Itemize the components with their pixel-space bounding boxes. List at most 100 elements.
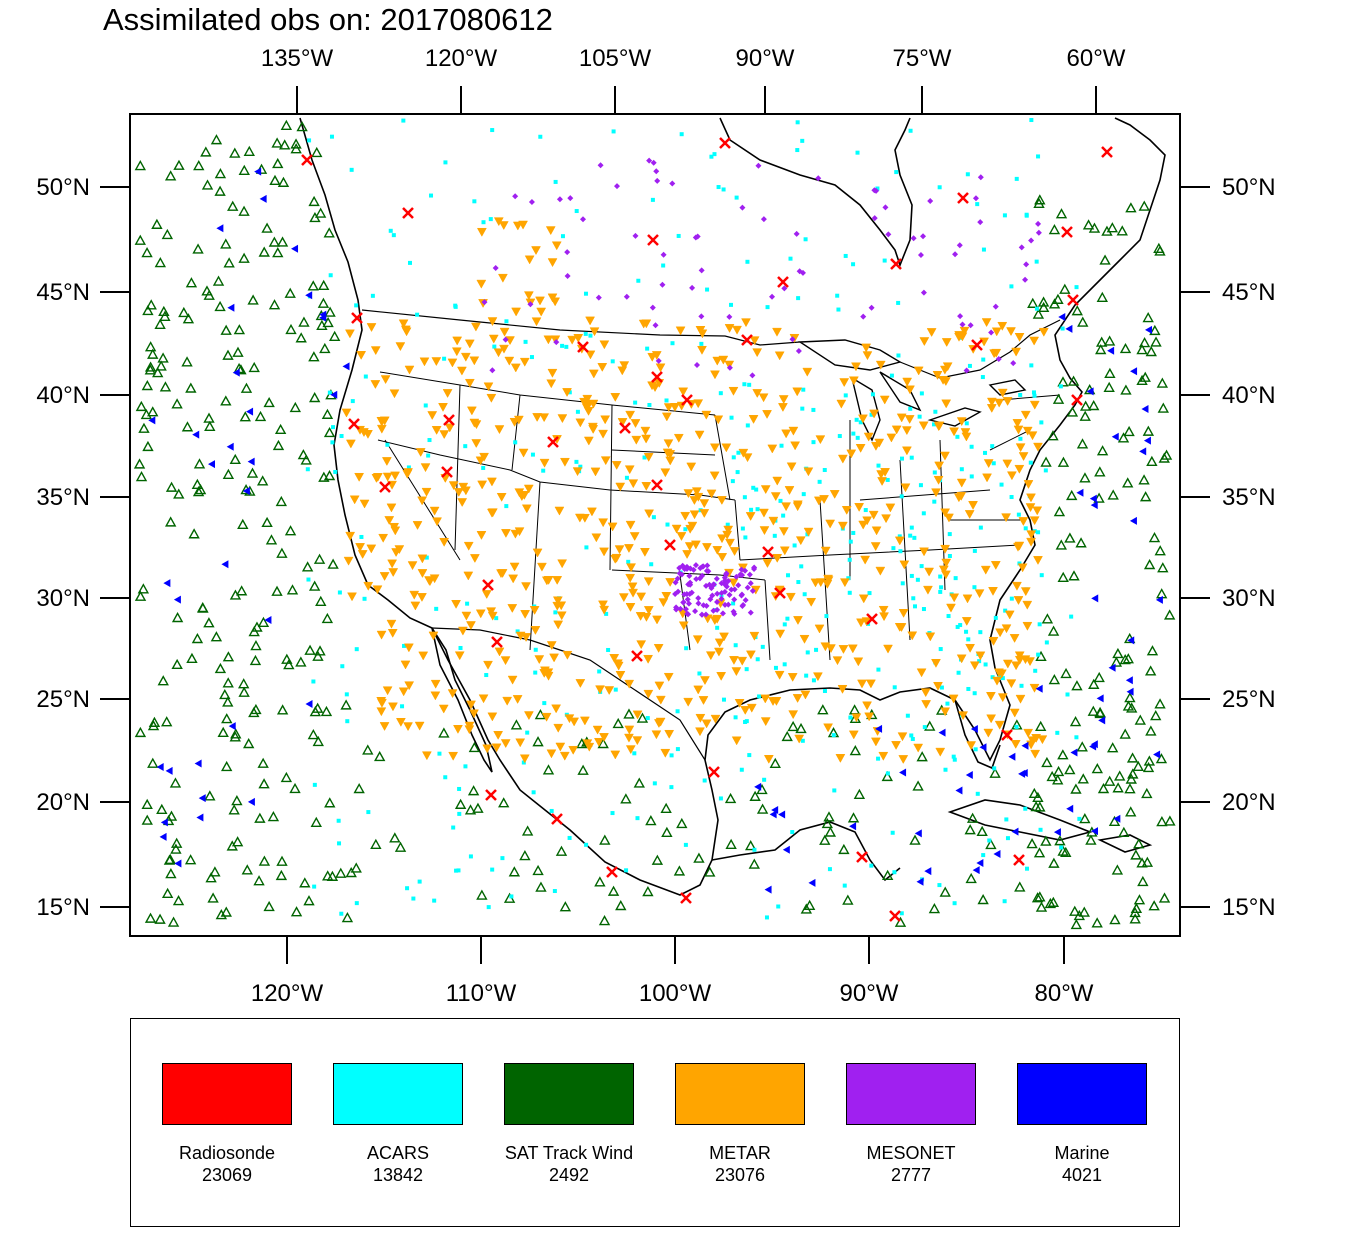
sat-wind-marker xyxy=(222,468,235,480)
acars-marker xyxy=(729,415,734,420)
sat-wind-marker xyxy=(1082,219,1095,230)
mesonet-marker xyxy=(564,272,571,279)
sat-wind-marker xyxy=(1059,283,1071,294)
metar-marker xyxy=(931,658,941,668)
sat-wind-marker xyxy=(323,469,336,481)
marine-marker xyxy=(174,859,182,868)
acars-marker xyxy=(894,170,899,175)
metar-marker xyxy=(812,672,823,682)
mesonet-marker xyxy=(684,596,691,603)
legend-swatch-sat-track-wind xyxy=(504,1063,634,1125)
marine-marker xyxy=(196,813,204,822)
metar-marker xyxy=(904,415,915,425)
metar-marker xyxy=(746,703,757,713)
acars-marker xyxy=(463,764,468,769)
sat-wind-marker xyxy=(144,364,157,375)
sat-wind-marker xyxy=(642,885,654,897)
metar-marker xyxy=(701,543,712,553)
sat-wind-marker xyxy=(1145,345,1157,357)
acars-marker xyxy=(626,559,631,564)
sat-wind-marker xyxy=(209,866,221,877)
metar-marker xyxy=(451,347,462,357)
sat-wind-marker xyxy=(289,401,302,413)
sat-wind-marker xyxy=(1125,773,1137,784)
acars-marker xyxy=(715,625,720,630)
sat-wind-marker xyxy=(1095,343,1107,355)
acars-marker xyxy=(921,511,926,516)
mesonet-marker xyxy=(860,313,867,320)
sat-wind-marker xyxy=(1027,297,1039,308)
sat-wind-marker xyxy=(1048,224,1061,235)
metar-marker xyxy=(357,550,368,560)
marine-marker xyxy=(808,878,816,887)
acars-marker xyxy=(870,392,875,397)
acars-marker xyxy=(792,543,797,548)
metar-marker xyxy=(379,572,390,582)
acars-marker xyxy=(1029,363,1034,368)
metar-marker xyxy=(986,714,997,724)
sat-wind-marker xyxy=(317,279,330,291)
mesonet-marker xyxy=(698,267,705,274)
metar-marker xyxy=(918,421,929,431)
sat-wind-marker xyxy=(155,360,167,371)
acars-marker xyxy=(1060,326,1065,331)
marine-marker xyxy=(342,362,350,371)
sat-wind-marker xyxy=(269,174,281,186)
metar-marker xyxy=(551,241,562,251)
metar-marker xyxy=(700,676,710,686)
metar-marker xyxy=(597,363,608,372)
sat-wind-marker xyxy=(1060,846,1072,858)
sat-wind-marker xyxy=(1129,906,1141,918)
acars-marker xyxy=(1039,573,1044,578)
sat-wind-marker xyxy=(1157,562,1169,573)
acars-marker xyxy=(803,237,808,242)
metar-marker xyxy=(453,488,464,497)
radiosonde-marker xyxy=(647,234,659,246)
metar-marker xyxy=(641,434,652,444)
acars-marker xyxy=(344,692,349,697)
mesonet-marker xyxy=(614,183,621,190)
sat-wind-marker xyxy=(185,382,197,393)
metar-marker xyxy=(940,544,951,554)
acars-marker xyxy=(969,444,974,449)
acars-marker xyxy=(327,390,332,395)
acars-marker xyxy=(900,581,905,586)
acars-marker xyxy=(898,549,903,554)
metar-marker xyxy=(376,707,387,717)
metar-marker xyxy=(557,559,568,569)
acars-marker xyxy=(909,733,914,738)
acars-marker xyxy=(664,398,669,403)
metar-marker xyxy=(600,456,611,466)
metar-marker xyxy=(625,573,636,583)
sat-wind-marker xyxy=(964,824,976,835)
sat-wind-marker xyxy=(327,558,339,569)
acars-marker xyxy=(429,193,434,198)
acars-marker xyxy=(1039,420,1044,425)
metar-marker xyxy=(486,508,497,518)
metar-marker xyxy=(387,559,398,569)
metar-marker xyxy=(861,343,872,353)
sat-wind-marker xyxy=(1079,410,1091,421)
acars-marker xyxy=(676,233,681,238)
sat-wind-marker xyxy=(1109,914,1121,925)
metar-marker xyxy=(543,335,554,345)
metar-marker xyxy=(913,366,924,376)
acars-marker xyxy=(938,589,943,594)
mesonet-marker xyxy=(721,588,728,595)
sat-wind-marker xyxy=(186,652,198,664)
metar-marker xyxy=(689,496,700,506)
legend-count: 2492 xyxy=(548,1165,590,1185)
sat-wind-marker xyxy=(1154,698,1166,709)
metar-marker xyxy=(390,471,401,481)
metar-marker xyxy=(643,654,654,664)
metar-marker xyxy=(846,449,857,459)
bottom-lon-label-80w: 80°W xyxy=(1035,980,1094,1007)
metar-marker xyxy=(409,590,420,600)
metar-marker xyxy=(638,319,649,329)
sat-wind-marker xyxy=(323,227,335,238)
radiosonde-marker xyxy=(577,341,589,353)
acars-marker xyxy=(981,357,986,362)
acars-marker xyxy=(611,129,616,134)
marine-marker xyxy=(1076,488,1084,497)
sat-wind-marker xyxy=(238,252,250,263)
